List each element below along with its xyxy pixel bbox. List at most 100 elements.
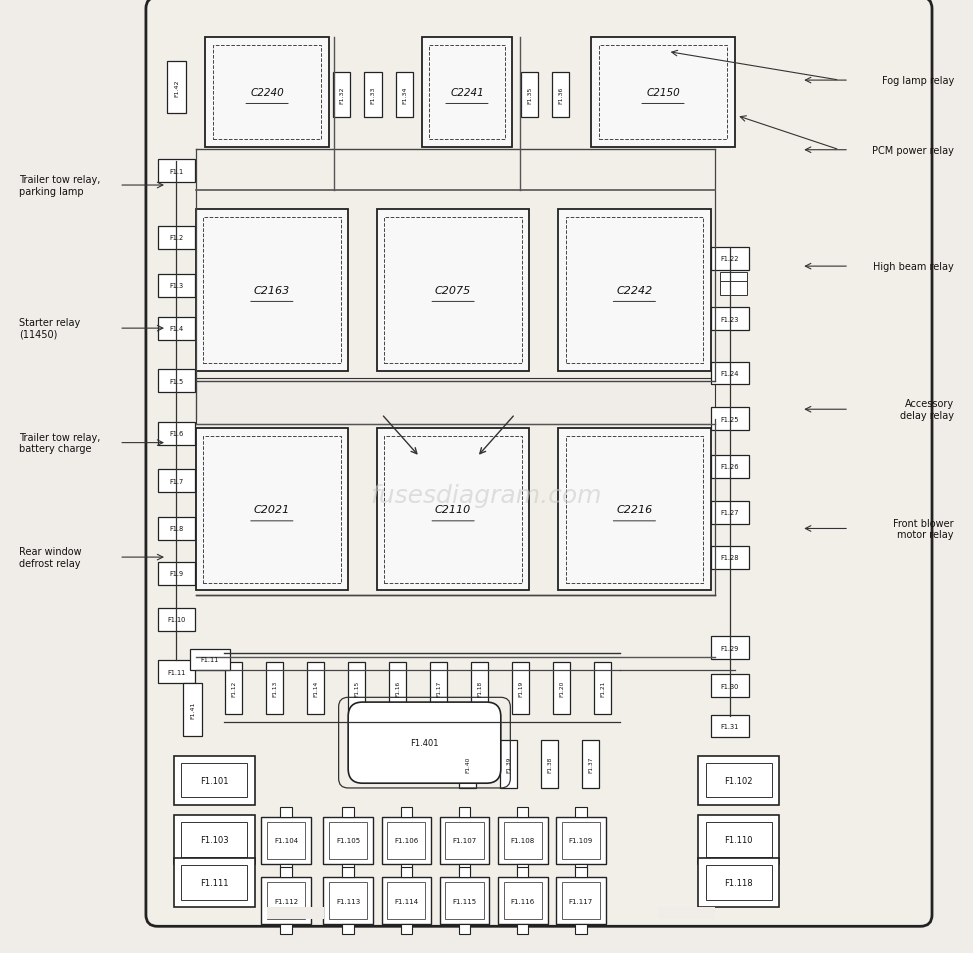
- Bar: [342, 864, 354, 874]
- Bar: [181, 763, 247, 798]
- Bar: [575, 924, 587, 934]
- Text: F1.21: F1.21: [600, 679, 605, 697]
- Text: F1.106: F1.106: [394, 838, 418, 843]
- Text: F1.32: F1.32: [339, 87, 344, 104]
- Bar: [565, 436, 703, 583]
- Text: F1.14: F1.14: [313, 679, 318, 697]
- Text: F1.19: F1.19: [519, 679, 523, 697]
- Text: F1.3: F1.3: [169, 283, 184, 289]
- Bar: [446, 882, 484, 919]
- Text: F1.6: F1.6: [169, 431, 184, 436]
- Text: F1.109: F1.109: [569, 838, 594, 843]
- Bar: [440, 877, 489, 924]
- Bar: [401, 924, 413, 934]
- Bar: [389, 662, 407, 715]
- Text: F1.11: F1.11: [200, 657, 219, 662]
- Text: F1.23: F1.23: [721, 316, 739, 322]
- Bar: [203, 217, 341, 364]
- FancyBboxPatch shape: [348, 702, 501, 783]
- Bar: [323, 877, 373, 924]
- Bar: [557, 817, 606, 864]
- Text: F1.17: F1.17: [436, 679, 442, 697]
- Bar: [387, 882, 425, 919]
- Bar: [504, 882, 542, 919]
- Text: F1.27: F1.27: [721, 510, 739, 516]
- Bar: [173, 756, 255, 805]
- Text: F1.29: F1.29: [721, 645, 739, 651]
- Bar: [159, 608, 195, 631]
- Bar: [710, 501, 749, 524]
- Text: F1.108: F1.108: [511, 838, 535, 843]
- Bar: [565, 217, 703, 364]
- Bar: [173, 858, 255, 907]
- Bar: [459, 807, 470, 817]
- Bar: [280, 864, 292, 874]
- Text: F1.18: F1.18: [478, 679, 483, 697]
- Bar: [706, 865, 772, 900]
- Bar: [421, 38, 512, 148]
- Bar: [203, 436, 341, 583]
- Text: F1.22: F1.22: [721, 256, 739, 262]
- Bar: [262, 817, 311, 864]
- Text: C2240: C2240: [250, 88, 284, 98]
- Text: F1.102: F1.102: [725, 776, 753, 785]
- Bar: [387, 822, 425, 859]
- Bar: [280, 924, 292, 934]
- Bar: [396, 72, 414, 118]
- Text: F1.107: F1.107: [452, 838, 477, 843]
- Bar: [190, 649, 230, 670]
- Text: F1.110: F1.110: [725, 835, 753, 844]
- Bar: [575, 864, 587, 874]
- Bar: [329, 882, 367, 919]
- Text: F1.42: F1.42: [174, 79, 179, 96]
- Text: F1.30: F1.30: [721, 683, 739, 689]
- Bar: [181, 822, 247, 857]
- Text: F1.31: F1.31: [721, 723, 739, 729]
- Text: F1.111: F1.111: [199, 878, 229, 887]
- Bar: [459, 867, 470, 877]
- Bar: [342, 867, 354, 877]
- Bar: [699, 815, 779, 864]
- Bar: [504, 822, 542, 859]
- Bar: [401, 867, 413, 877]
- Bar: [553, 72, 569, 118]
- Bar: [267, 822, 306, 859]
- Bar: [173, 815, 255, 864]
- Bar: [267, 662, 283, 715]
- Bar: [196, 429, 348, 591]
- Bar: [459, 864, 470, 874]
- Text: C2216: C2216: [616, 505, 653, 515]
- Bar: [498, 877, 548, 924]
- Text: Starter relay
(11450): Starter relay (11450): [19, 318, 81, 339]
- Bar: [561, 882, 600, 919]
- Text: C2242: C2242: [616, 286, 653, 295]
- Text: F1.103: F1.103: [199, 835, 229, 844]
- Text: F1.15: F1.15: [354, 679, 359, 697]
- Bar: [699, 756, 779, 805]
- Text: F1.25: F1.25: [721, 416, 739, 422]
- Bar: [377, 429, 529, 591]
- Bar: [323, 817, 373, 864]
- Text: F1.104: F1.104: [274, 838, 298, 843]
- Text: F1.117: F1.117: [569, 898, 594, 903]
- Text: F1.40: F1.40: [465, 756, 470, 773]
- Bar: [401, 864, 413, 874]
- Text: F1.20: F1.20: [559, 679, 564, 697]
- Text: C2110: C2110: [435, 505, 471, 515]
- Text: High beam relay: High beam relay: [873, 262, 954, 272]
- Bar: [541, 740, 559, 788]
- Bar: [430, 662, 448, 715]
- Bar: [471, 662, 488, 715]
- Text: Trailer tow relay,
battery charge: Trailer tow relay, battery charge: [19, 433, 100, 454]
- Text: Front blower
motor relay: Front blower motor relay: [893, 518, 954, 539]
- Bar: [706, 763, 772, 798]
- Text: F1.401: F1.401: [411, 739, 439, 747]
- Text: F1.105: F1.105: [336, 838, 360, 843]
- Bar: [710, 637, 749, 659]
- Text: F1.38: F1.38: [547, 756, 552, 773]
- Bar: [699, 858, 779, 907]
- Bar: [557, 877, 606, 924]
- Text: F1.10: F1.10: [167, 617, 186, 622]
- Bar: [710, 675, 749, 698]
- Bar: [720, 282, 747, 295]
